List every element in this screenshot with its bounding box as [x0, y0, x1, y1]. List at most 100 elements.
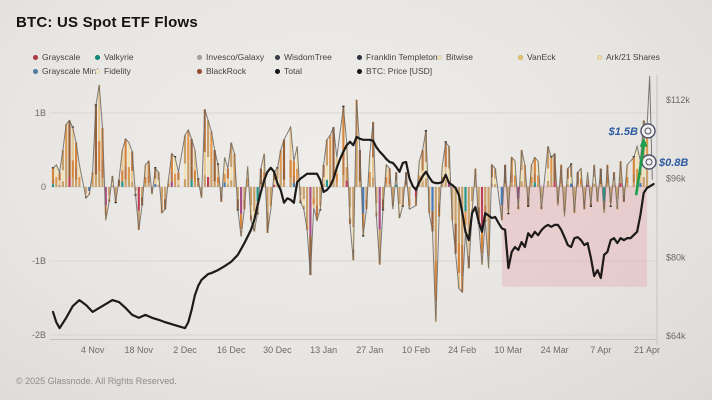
flow-bar-segment[interactable]: [464, 187, 467, 212]
flow-bar-segment[interactable]: [520, 170, 523, 182]
flow-bar-segment[interactable]: [342, 151, 345, 176]
flow-bar-segment[interactable]: [190, 179, 193, 187]
flow-bar-segment[interactable]: [378, 187, 381, 230]
legend-item-grayscale[interactable]: Grayscale: [33, 52, 80, 62]
flow-bar-segment[interactable]: [315, 187, 319, 206]
flow-bar-segment[interactable]: [537, 175, 540, 184]
flow-bar-segment[interactable]: [546, 146, 550, 169]
flow-bar-segment[interactable]: [480, 229, 484, 254]
flow-bar-segment[interactable]: [401, 197, 404, 203]
flow-bar-segment[interactable]: [98, 84, 101, 142]
flow-bar-segment[interactable]: [576, 180, 579, 185]
flow-bar-segment[interactable]: [131, 171, 134, 182]
flow-bar-segment[interactable]: [279, 170, 282, 182]
flow-bar-segment[interactable]: [309, 235, 312, 262]
flow-bar-segment[interactable]: [282, 179, 286, 187]
flow-bar-segment[interactable]: [157, 180, 160, 185]
flow-bar-segment[interactable]: [203, 109, 206, 153]
flow-bar-segment[interactable]: [332, 127, 335, 161]
flow-bar-segment[interactable]: [226, 168, 229, 179]
flow-bar-segment[interactable]: [451, 187, 454, 206]
flow-bar-segment[interactable]: [78, 183, 81, 187]
flow-bar-segment[interactable]: [240, 187, 243, 215]
flow-bar-segment[interactable]: [494, 184, 497, 187]
flow-bar-segment[interactable]: [424, 131, 427, 163]
flow-bar-segment[interactable]: [55, 164, 58, 178]
flow-bar-segment[interactable]: [375, 187, 378, 204]
flow-bar-segment[interactable]: [527, 187, 530, 198]
flow-bar-segment[interactable]: [127, 167, 130, 181]
flow-bar-segment[interactable]: [642, 177, 645, 187]
flow-bar-segment[interactable]: [174, 173, 177, 183]
flow-bar-segment[interactable]: [368, 172, 371, 183]
flow-bar-segment[interactable]: [226, 184, 229, 187]
flow-bar-segment[interactable]: [302, 187, 305, 200]
flow-bar-segment[interactable]: [124, 179, 127, 187]
flow-bar-segment[interactable]: [65, 124, 68, 159]
flow-bar-segment[interactable]: [174, 182, 177, 187]
flow-bar-segment[interactable]: [368, 182, 371, 187]
flow-bar-segment[interactable]: [306, 223, 309, 230]
flow-bar-segment[interactable]: [639, 175, 642, 184]
legend-item-wisdomtree[interactable]: WisdomTree: [275, 52, 332, 62]
flow-bar-segment[interactable]: [216, 177, 220, 184]
flow-bar-segment[interactable]: [144, 183, 147, 187]
flow-bar-segment[interactable]: [372, 157, 375, 178]
flow-bar-segment[interactable]: [603, 201, 606, 210]
flow-bar-segment[interactable]: [174, 157, 177, 174]
flow-bar-segment[interactable]: [563, 187, 566, 204]
flow-bar-segment[interactable]: [243, 187, 246, 200]
flow-bar-segment[interactable]: [263, 172, 266, 183]
flow-bar-segment[interactable]: [487, 187, 490, 232]
flow-bar-segment[interactable]: [246, 177, 249, 184]
flow-bar-segment[interactable]: [319, 187, 322, 200]
flow-bar-segment[interactable]: [530, 183, 533, 187]
flow-bar-segment[interactable]: [124, 138, 127, 166]
flow-bar-segment[interactable]: [332, 160, 335, 179]
flow-bar-segment[interactable]: [144, 177, 147, 184]
flow-bar-segment[interactable]: [606, 183, 609, 187]
flow-bar-segment[interactable]: [606, 177, 609, 184]
flow-bar-segment[interactable]: [619, 175, 622, 184]
flow-bar-segment[interactable]: [193, 170, 196, 182]
flow-bar-segment[interactable]: [398, 204, 401, 214]
flow-bar-segment[interactable]: [418, 183, 421, 187]
flow-bar-segment[interactable]: [573, 187, 576, 202]
flow-bar-segment[interactable]: [183, 179, 187, 187]
flow-bar-segment[interactable]: [398, 187, 401, 205]
flow-bar-segment[interactable]: [457, 187, 460, 243]
flow-bar-segment[interactable]: [355, 173, 358, 187]
flow-bar-segment[interactable]: [312, 204, 315, 208]
flow-bar-segment[interactable]: [560, 177, 563, 184]
flow-bar-segment[interactable]: [464, 211, 467, 225]
flow-bar-segment[interactable]: [104, 187, 107, 206]
flow-bar-segment[interactable]: [583, 199, 586, 206]
flow-bar-segment[interactable]: [636, 168, 639, 181]
flow-bar-segment[interactable]: [560, 183, 563, 187]
flow-bar-segment[interactable]: [471, 187, 474, 202]
flow-bar-segment[interactable]: [61, 170, 64, 182]
flow-bar-segment[interactable]: [418, 175, 421, 184]
flow-bar-segment[interactable]: [421, 181, 424, 187]
flow-bar-segment[interactable]: [434, 261, 437, 302]
flow-bar-segment[interactable]: [207, 177, 210, 187]
flow-bar-segment[interactable]: [352, 187, 355, 228]
legend-item-btc-price-usd-[interactable]: BTC: Price [USD]: [357, 66, 432, 76]
flow-bar-segment[interactable]: [230, 167, 233, 181]
flow-bar-segment[interactable]: [273, 180, 276, 185]
flow-bar-segment[interactable]: [504, 177, 507, 184]
flow-bar-segment[interactable]: [586, 184, 589, 187]
flow-bar-segment[interactable]: [154, 168, 157, 179]
flow-bar-segment[interactable]: [75, 142, 78, 168]
flow-bar-segment[interactable]: [609, 187, 612, 198]
flow-bar-segment[interactable]: [342, 175, 345, 187]
flow-bar-segment[interactable]: [127, 180, 130, 187]
flow-bar-segment[interactable]: [68, 120, 71, 158]
flow-bar-segment[interactable]: [603, 187, 606, 202]
flow-bar-segment[interactable]: [589, 187, 592, 198]
flow-bar-segment[interactable]: [68, 177, 71, 187]
flow-bar-segment[interactable]: [639, 183, 642, 187]
flow-bar-segment[interactable]: [94, 150, 97, 175]
flow-bar-segment[interactable]: [444, 180, 447, 187]
flow-bar-segment[interactable]: [58, 172, 61, 181]
